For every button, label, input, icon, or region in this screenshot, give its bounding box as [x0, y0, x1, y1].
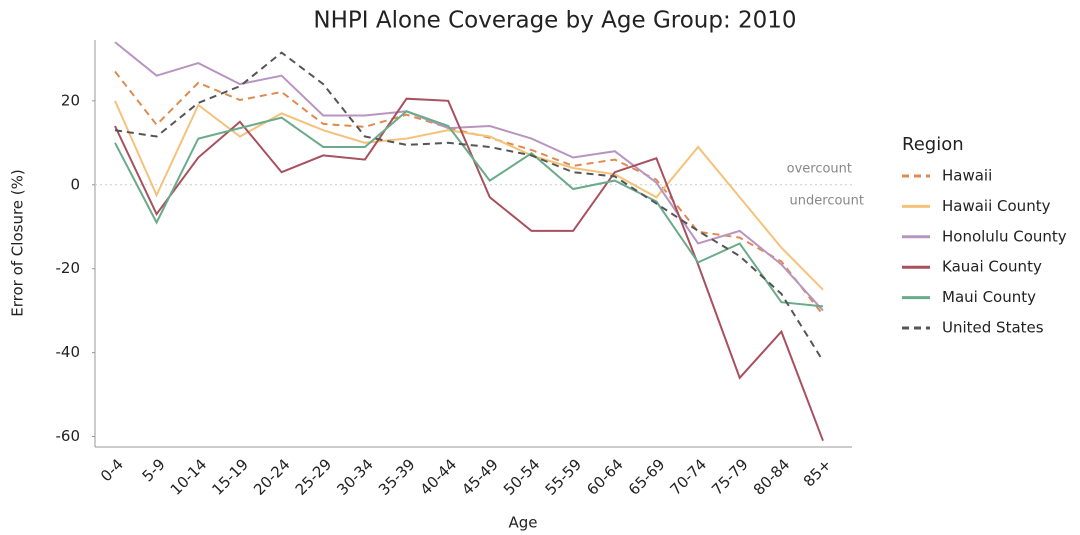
series-line	[114, 97, 824, 442]
y-tick-label: -20	[56, 259, 81, 277]
series-line	[114, 51, 824, 362]
series-line	[114, 70, 824, 316]
x-tick-label: 65-69	[625, 455, 669, 499]
x-tick-label: 30-34	[333, 455, 377, 499]
x-tick-label: 50-54	[500, 455, 544, 499]
y-tick-label: -60	[56, 427, 81, 445]
y-tick-label: 0	[70, 175, 80, 193]
x-tick-label: 20-24	[250, 455, 294, 499]
x-tick-label: 25-29	[292, 455, 336, 499]
x-tick-label: 55-59	[542, 455, 586, 499]
legend-label: Hawaii County	[942, 197, 1051, 215]
series-line	[114, 100, 824, 291]
y-tick-label: 20	[61, 91, 80, 109]
x-tick-label: 10-14	[167, 455, 211, 499]
legend-label: United States	[942, 319, 1044, 337]
x-tick-label: 5-9	[139, 455, 169, 485]
legend-title: Region	[902, 134, 964, 155]
x-tick-label: 15-19	[208, 455, 252, 499]
x-tick-label: 0-4	[97, 455, 127, 485]
legend-label: Hawaii	[942, 167, 992, 185]
x-tick-label: 75-79	[708, 455, 752, 499]
chart-title: NHPI Alone Coverage by Age Group: 2010	[313, 8, 796, 34]
y-axis-label: Error of Closure (%)	[9, 169, 27, 317]
x-tick-label: 85+	[800, 455, 835, 490]
x-axis-label: Age	[508, 514, 537, 532]
annotation: undercount	[790, 193, 864, 208]
legend-label: Honolulu County	[942, 227, 1067, 245]
x-tick-label: 80-84	[750, 455, 794, 499]
legend-label: Maui County	[942, 288, 1036, 306]
x-tick-label: 60-64	[583, 455, 627, 499]
y-tick-label: -40	[56, 343, 81, 361]
x-tick-label: 45-49	[458, 455, 502, 499]
x-tick-label: 70-74	[667, 455, 711, 499]
x-tick-label: 40-44	[417, 455, 461, 499]
annotation: overcount	[787, 161, 852, 176]
series-line	[114, 110, 824, 308]
x-tick-label: 35-39	[375, 455, 419, 499]
series-line	[114, 41, 824, 312]
legend-label: Kauai County	[942, 258, 1042, 276]
